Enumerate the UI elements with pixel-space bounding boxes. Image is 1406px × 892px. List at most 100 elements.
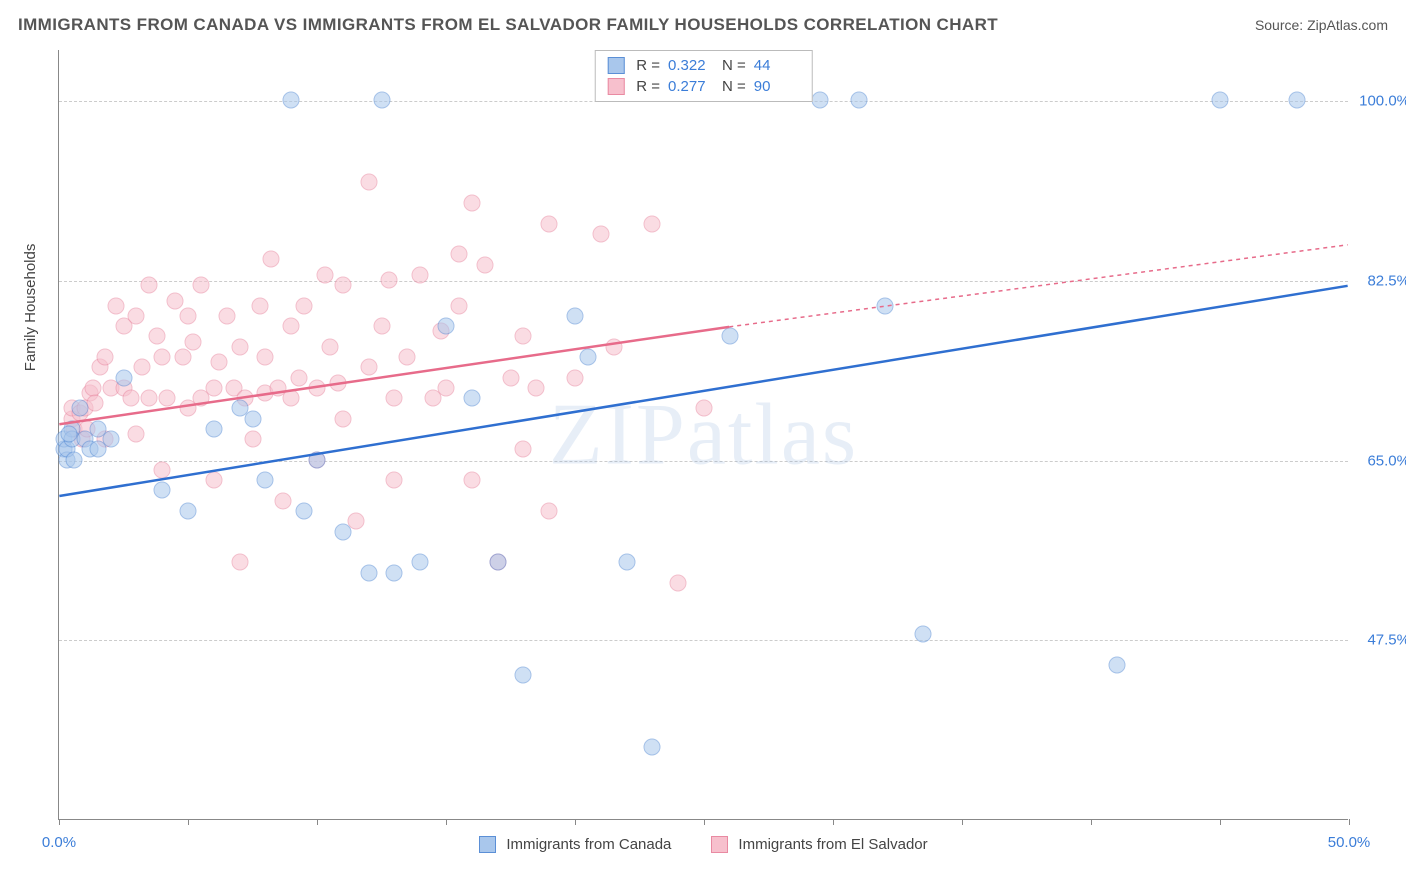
data-point-elsalvador [133, 359, 150, 376]
legend-stats-box: R = 0.322 N = 44 R = 0.277 N = 90 [594, 50, 813, 102]
data-point-elsalvador [167, 292, 184, 309]
data-point-canada [205, 420, 222, 437]
data-point-elsalvador [696, 400, 713, 417]
x-tick-label: 50.0% [1328, 834, 1371, 851]
data-point-elsalvador [438, 379, 455, 396]
data-point-elsalvador [309, 379, 326, 396]
data-point-elsalvador [87, 395, 104, 412]
data-point-elsalvador [360, 359, 377, 376]
data-point-elsalvador [399, 349, 416, 366]
data-point-elsalvador [231, 338, 248, 355]
data-point-elsalvador [644, 215, 661, 232]
legend-bottom: Immigrants from Canada Immigrants from E… [59, 836, 1348, 853]
data-point-elsalvador [185, 333, 202, 350]
x-tick [575, 819, 576, 825]
data-point-elsalvador [386, 472, 403, 489]
data-point-canada [334, 523, 351, 540]
data-point-canada [89, 441, 106, 458]
data-point-elsalvador [159, 390, 176, 407]
x-tick [446, 819, 447, 825]
swatch-canada-icon [607, 57, 624, 74]
data-point-canada [915, 626, 932, 643]
data-point-elsalvador [450, 297, 467, 314]
data-point-canada [283, 92, 300, 109]
data-point-elsalvador [128, 426, 145, 443]
data-point-canada [412, 554, 429, 571]
y-tick-label: 82.5% [1355, 273, 1406, 290]
data-point-elsalvador [329, 374, 346, 391]
data-point-elsalvador [283, 318, 300, 335]
data-point-elsalvador [541, 503, 558, 520]
grid-line [59, 640, 1348, 641]
legend-label-canada: Immigrants from Canada [506, 836, 671, 853]
data-point-elsalvador [252, 297, 269, 314]
data-point-canada [386, 564, 403, 581]
data-point-elsalvador [141, 390, 158, 407]
data-point-elsalvador [502, 369, 519, 386]
chart-container: IMMIGRANTS FROM CANADA VS IMMIGRANTS FRO… [0, 0, 1406, 892]
x-tick [59, 819, 60, 825]
data-point-canada [115, 369, 132, 386]
plot-area: ZIPatlas R = 0.322 N = 44 R = 0.277 N = … [58, 50, 1348, 820]
x-tick [962, 819, 963, 825]
data-point-elsalvador [257, 349, 274, 366]
x-tick-label: 0.0% [42, 834, 76, 851]
swatch-elsalvador-icon [711, 836, 728, 853]
data-point-elsalvador [386, 390, 403, 407]
data-point-elsalvador [334, 277, 351, 294]
data-point-elsalvador [262, 251, 279, 268]
data-point-elsalvador [463, 195, 480, 212]
data-point-elsalvador [205, 379, 222, 396]
swatch-elsalvador-icon [607, 78, 624, 95]
data-point-elsalvador [670, 574, 687, 591]
data-point-elsalvador [123, 390, 140, 407]
x-tick [704, 819, 705, 825]
source-label: Source: ZipAtlas.com [1255, 17, 1388, 33]
data-point-elsalvador [275, 492, 292, 509]
data-point-elsalvador [463, 472, 480, 489]
data-point-elsalvador [450, 246, 467, 263]
data-point-elsalvador [97, 349, 114, 366]
data-point-elsalvador [154, 461, 171, 478]
x-tick [833, 819, 834, 825]
data-point-elsalvador [321, 338, 338, 355]
data-point-canada [66, 451, 83, 468]
data-point-elsalvador [141, 277, 158, 294]
data-point-elsalvador [360, 174, 377, 191]
legend-item-canada: Immigrants from Canada [479, 836, 671, 853]
x-tick [1220, 819, 1221, 825]
data-point-canada [850, 92, 867, 109]
data-point-elsalvador [231, 554, 248, 571]
y-tick-label: 65.0% [1355, 452, 1406, 469]
x-tick [1349, 819, 1350, 825]
data-point-canada [360, 564, 377, 581]
x-tick [188, 819, 189, 825]
data-point-elsalvador [107, 297, 124, 314]
r-value-elsalvador: 0.277 [668, 78, 714, 95]
x-tick [1091, 819, 1092, 825]
data-point-elsalvador [373, 318, 390, 335]
grid-line [59, 461, 1348, 462]
data-point-canada [1212, 92, 1229, 109]
data-point-elsalvador [316, 266, 333, 283]
data-point-elsalvador [180, 307, 197, 324]
data-point-elsalvador [334, 410, 351, 427]
x-tick [317, 819, 318, 825]
data-point-elsalvador [244, 431, 261, 448]
swatch-canada-icon [479, 836, 496, 853]
data-point-elsalvador [210, 354, 227, 371]
legend-item-elsalvador: Immigrants from El Salvador [711, 836, 927, 853]
data-point-elsalvador [128, 307, 145, 324]
r-label: R = [636, 78, 660, 95]
data-point-elsalvador [296, 297, 313, 314]
n-label: N = [722, 78, 746, 95]
data-point-canada [71, 400, 88, 417]
data-point-elsalvador [149, 328, 166, 345]
y-tick-label: 100.0% [1355, 93, 1406, 110]
data-point-elsalvador [174, 349, 191, 366]
legend-stats-row-canada: R = 0.322 N = 44 [607, 55, 800, 76]
data-point-canada [876, 297, 893, 314]
data-point-canada [244, 410, 261, 427]
n-value-elsalvador: 90 [754, 78, 800, 95]
grid-line [59, 281, 1348, 282]
